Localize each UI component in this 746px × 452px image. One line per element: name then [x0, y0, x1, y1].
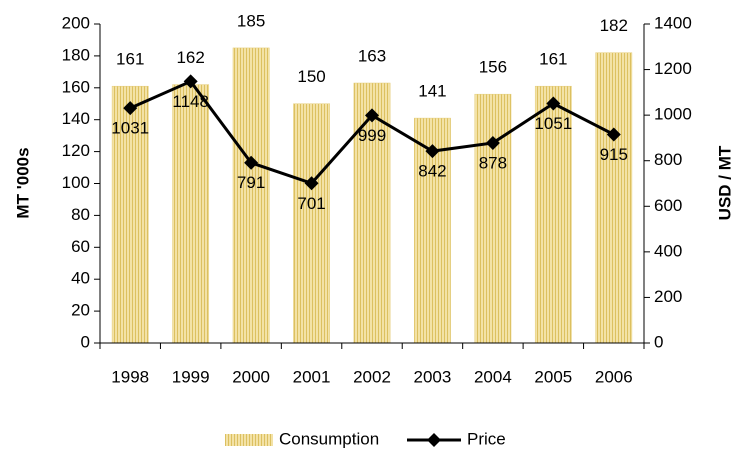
line-value-label: 915 [600, 145, 628, 164]
price-marker [244, 155, 259, 170]
y2-tick-label: 800 [654, 150, 682, 169]
x-tick-label: 2002 [353, 367, 391, 386]
x-tick-label: 2000 [232, 367, 270, 386]
bar [595, 52, 633, 344]
x-tick-label: 1999 [172, 367, 210, 386]
bar [172, 84, 210, 344]
price-marker [485, 135, 500, 150]
x-tick-label: 2005 [534, 367, 572, 386]
bar [534, 85, 572, 344]
bar-value-label: 185 [237, 11, 265, 30]
legend-marker [427, 433, 441, 447]
price-marker [606, 127, 621, 142]
price-marker [304, 176, 319, 191]
line-value-label: 791 [237, 173, 265, 192]
bar-value-label: 163 [358, 46, 386, 65]
line-value-label: 999 [358, 126, 386, 145]
bar [353, 82, 391, 344]
y-tick-label: 140 [62, 109, 90, 128]
y2-tick-label: 200 [654, 287, 682, 306]
y-tick-label: 40 [71, 269, 90, 288]
x-tick-label: 2001 [293, 367, 331, 386]
y-tick-label: 80 [71, 205, 90, 224]
y-axis-title: MT '000s [13, 147, 32, 218]
line-value-label: 701 [297, 194, 325, 213]
y-tick-label: 200 [62, 13, 90, 32]
y2-tick-label: 1200 [654, 59, 692, 78]
price-marker [183, 74, 198, 89]
y2-axis-title: USD / MT [715, 145, 734, 220]
price-marker [546, 96, 561, 111]
bar-value-label: 141 [418, 82, 446, 101]
y-tick-label: 160 [62, 77, 90, 96]
x-tick-label: 1998 [111, 367, 149, 386]
y-tick-label: 0 [81, 332, 90, 351]
price-marker [425, 144, 440, 159]
y2-tick-label: 1400 [654, 13, 692, 32]
y2-tick-label: 400 [654, 241, 682, 260]
y-tick-label: 100 [62, 173, 90, 192]
bar-value-label: 150 [297, 67, 325, 86]
y-tick-label: 60 [71, 237, 90, 256]
y-tick-label: 20 [71, 301, 90, 320]
bar-value-label: 182 [600, 16, 628, 35]
line-value-label: 878 [479, 153, 507, 172]
bar [232, 47, 270, 344]
line-value-label: 1148 [172, 92, 209, 111]
line-value-label: 1051 [534, 114, 572, 133]
y2-tick-label: 1000 [654, 105, 692, 124]
bar [111, 85, 149, 344]
bar-value-label: 162 [176, 48, 204, 67]
bar-value-label: 161 [116, 50, 144, 69]
price-marker [365, 108, 379, 123]
legend-label: Consumption [279, 429, 379, 448]
x-tick-label: 2006 [595, 367, 633, 386]
y-tick-label: 180 [62, 45, 90, 64]
y2-tick-label: 0 [654, 332, 663, 351]
x-tick-label: 2004 [474, 367, 512, 386]
line-value-label: 1031 [111, 119, 149, 138]
bar [474, 93, 512, 344]
y-tick-label: 120 [62, 141, 90, 160]
legend-swatch [225, 434, 273, 446]
bar [293, 103, 330, 344]
x-tick-label: 2003 [414, 367, 452, 386]
line-value-label: 842 [418, 162, 446, 181]
legend-label: Price [467, 429, 506, 448]
price-marker [123, 101, 138, 116]
bar-value-label: 156 [479, 58, 507, 77]
y2-tick-label: 600 [654, 196, 682, 215]
bar-value-label: 161 [539, 50, 567, 69]
